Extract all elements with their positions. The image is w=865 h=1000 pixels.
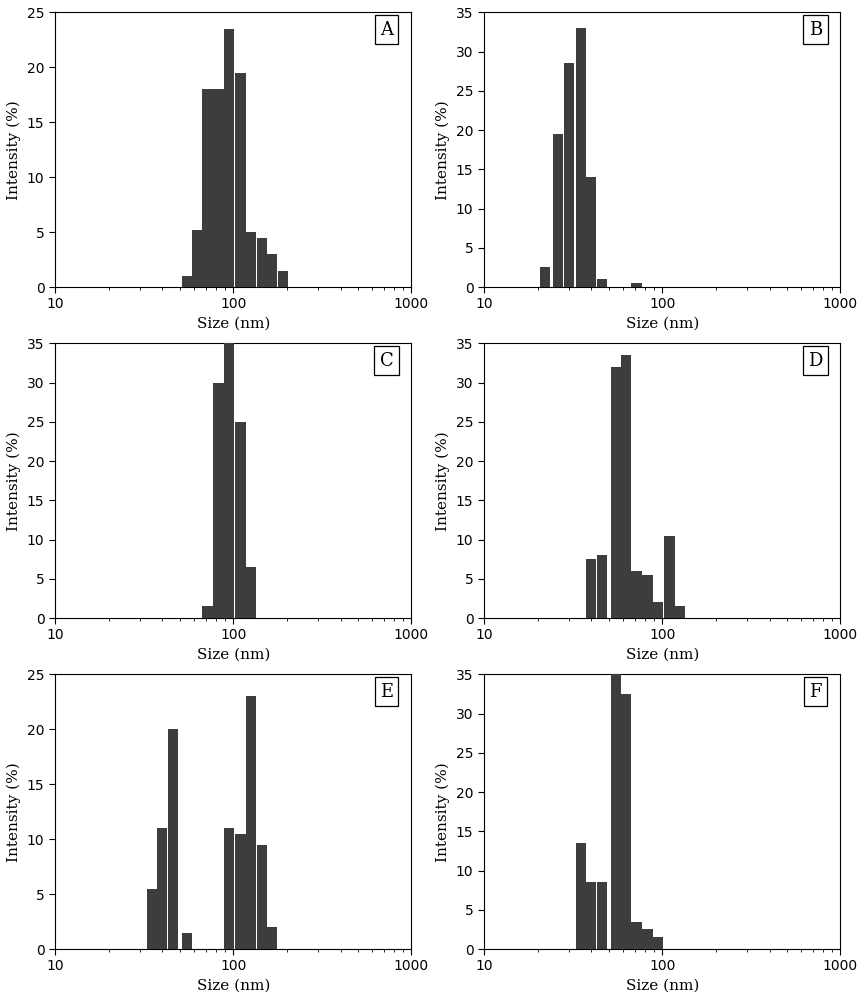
- Bar: [597, 555, 607, 618]
- Text: F: F: [810, 683, 822, 701]
- Bar: [631, 922, 642, 949]
- Text: B: B: [809, 21, 822, 39]
- Bar: [267, 927, 278, 949]
- Bar: [621, 694, 631, 949]
- Bar: [564, 63, 574, 287]
- Y-axis label: Intensity (%): Intensity (%): [7, 431, 22, 531]
- Bar: [202, 89, 213, 287]
- Bar: [586, 882, 596, 949]
- Bar: [168, 729, 178, 949]
- Text: C: C: [380, 352, 394, 370]
- X-axis label: Size (nm): Size (nm): [625, 979, 699, 993]
- Bar: [643, 929, 653, 949]
- Bar: [224, 828, 234, 949]
- Bar: [597, 882, 607, 949]
- Bar: [235, 73, 246, 287]
- Bar: [246, 696, 256, 949]
- Bar: [621, 355, 631, 618]
- Bar: [675, 606, 685, 618]
- Bar: [157, 828, 167, 949]
- Bar: [575, 28, 586, 287]
- Bar: [257, 845, 267, 949]
- X-axis label: Size (nm): Size (nm): [196, 317, 270, 331]
- Bar: [182, 276, 192, 287]
- Bar: [586, 559, 596, 618]
- Bar: [553, 134, 563, 287]
- Bar: [586, 177, 596, 287]
- Bar: [611, 674, 621, 949]
- Bar: [664, 536, 675, 618]
- X-axis label: Size (nm): Size (nm): [625, 648, 699, 662]
- Bar: [235, 422, 246, 618]
- Y-axis label: Intensity (%): Intensity (%): [436, 762, 451, 862]
- Bar: [597, 279, 607, 287]
- X-axis label: Size (nm): Size (nm): [196, 979, 270, 993]
- Text: E: E: [380, 683, 393, 701]
- Bar: [146, 889, 157, 949]
- Bar: [214, 89, 224, 287]
- Y-axis label: Intensity (%): Intensity (%): [436, 100, 451, 200]
- Bar: [246, 232, 256, 287]
- Y-axis label: Intensity (%): Intensity (%): [7, 762, 22, 862]
- Bar: [246, 567, 256, 618]
- Bar: [643, 575, 653, 618]
- Bar: [182, 933, 192, 949]
- Bar: [653, 602, 663, 618]
- Bar: [267, 254, 278, 287]
- Bar: [224, 29, 234, 287]
- X-axis label: Size (nm): Size (nm): [625, 317, 699, 331]
- Bar: [575, 843, 586, 949]
- Text: D: D: [809, 352, 823, 370]
- Y-axis label: Intensity (%): Intensity (%): [7, 100, 22, 200]
- Bar: [235, 834, 246, 949]
- Bar: [631, 571, 642, 618]
- Bar: [257, 238, 267, 287]
- Bar: [224, 343, 234, 618]
- Bar: [653, 937, 663, 949]
- Bar: [540, 267, 550, 287]
- Bar: [631, 283, 642, 287]
- Bar: [202, 606, 213, 618]
- Bar: [192, 230, 202, 287]
- Bar: [611, 367, 621, 618]
- Bar: [214, 383, 224, 618]
- Bar: [278, 271, 288, 287]
- Text: A: A: [380, 21, 393, 39]
- Y-axis label: Intensity (%): Intensity (%): [436, 431, 451, 531]
- X-axis label: Size (nm): Size (nm): [196, 648, 270, 662]
